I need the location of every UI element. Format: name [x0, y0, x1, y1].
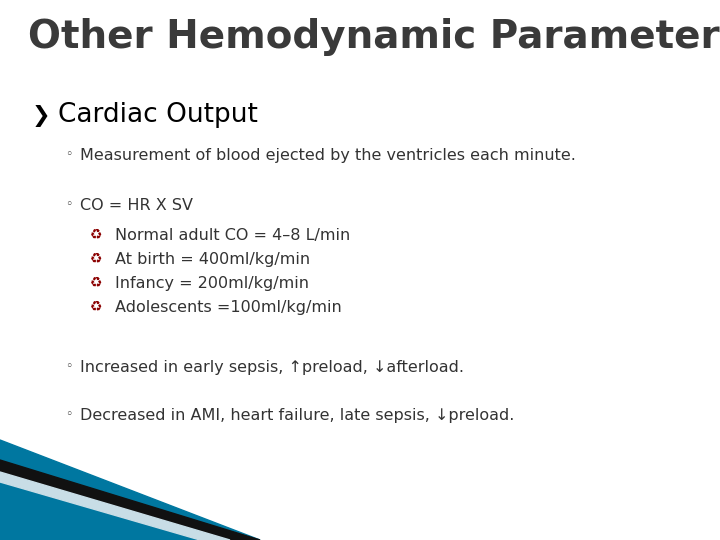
Text: Measurement of blood ejected by the ventricles each minute.: Measurement of blood ejected by the vent… — [80, 148, 576, 163]
Text: Normal adult CO = 4–8 L/min: Normal adult CO = 4–8 L/min — [115, 228, 350, 243]
Text: ♻: ♻ — [90, 276, 102, 290]
Text: At birth = 400ml/kg/min: At birth = 400ml/kg/min — [115, 252, 310, 267]
Text: ◦: ◦ — [65, 360, 73, 373]
Text: Adolescents =100ml/kg/min: Adolescents =100ml/kg/min — [115, 300, 342, 315]
Polygon shape — [0, 472, 230, 540]
Text: Other Hemodynamic Parameters: Other Hemodynamic Parameters — [28, 18, 720, 56]
Text: ♻: ♻ — [90, 252, 102, 266]
Text: ◦: ◦ — [65, 148, 73, 161]
Text: Cardiac Output: Cardiac Output — [58, 102, 258, 128]
Text: Infancy = 200ml/kg/min: Infancy = 200ml/kg/min — [115, 276, 309, 291]
Text: ♻: ♻ — [90, 228, 102, 242]
Polygon shape — [0, 460, 260, 540]
Text: Increased in early sepsis, ↑preload, ↓afterload.: Increased in early sepsis, ↑preload, ↓af… — [80, 360, 464, 375]
Text: ♻: ♻ — [90, 300, 102, 314]
Text: ◦: ◦ — [65, 198, 73, 211]
Text: ◦: ◦ — [65, 408, 73, 421]
Polygon shape — [0, 440, 260, 540]
Text: Decreased in AMI, heart failure, late sepsis, ↓preload.: Decreased in AMI, heart failure, late se… — [80, 408, 514, 423]
Text: ❯: ❯ — [32, 105, 50, 127]
Text: CO = HR X SV: CO = HR X SV — [80, 198, 193, 213]
